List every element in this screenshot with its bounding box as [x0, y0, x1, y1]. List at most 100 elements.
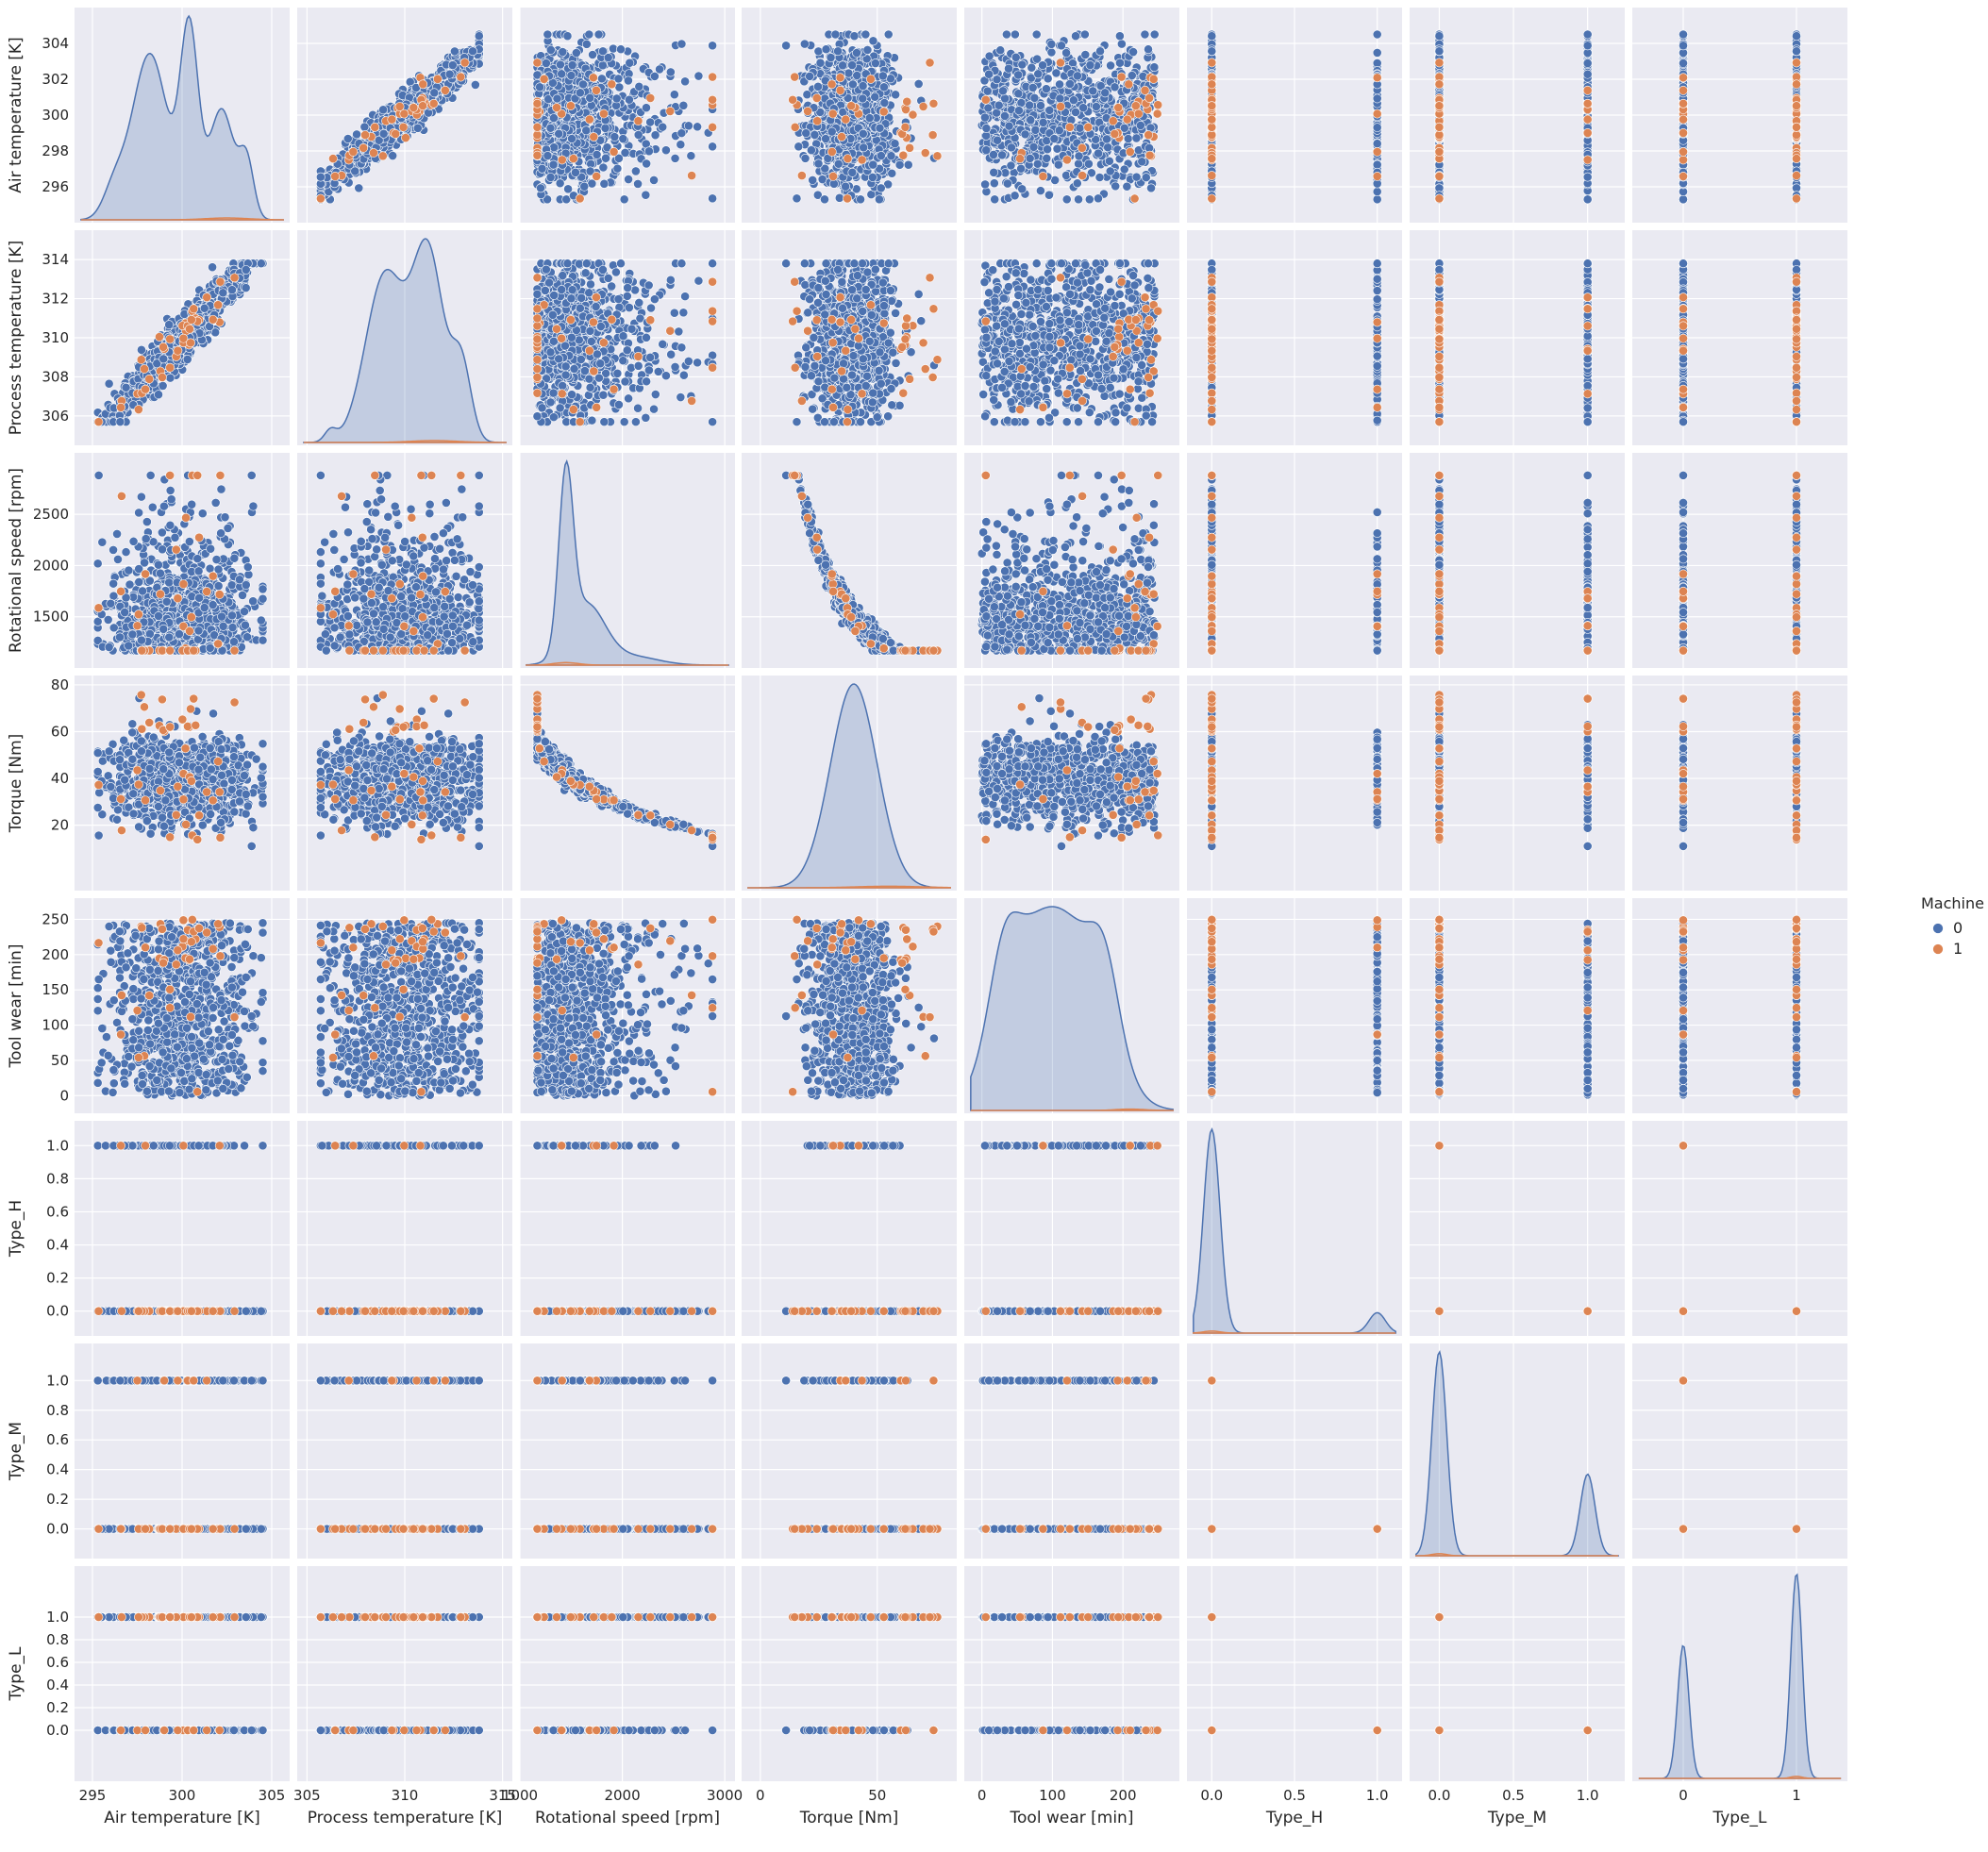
scatter-point	[625, 95, 633, 104]
scatter-point	[1153, 109, 1161, 118]
scatter-point	[1373, 195, 1381, 204]
scatter-point	[842, 115, 850, 124]
scatter-point	[1011, 53, 1020, 61]
scatter-point	[816, 58, 825, 67]
scatter-point	[981, 95, 990, 104]
scatter-point	[687, 152, 695, 160]
scatter-point	[1071, 108, 1079, 116]
scatter-point	[789, 95, 797, 104]
scatter-point	[827, 147, 836, 156]
scatter-point	[1078, 143, 1086, 152]
scatter-point	[460, 58, 469, 67]
scatter-point	[651, 131, 660, 140]
scatter-point	[590, 132, 598, 141]
scatter-point	[359, 143, 368, 152]
scatter-point	[869, 160, 877, 169]
scatter-point	[360, 130, 369, 139]
scatter-point	[858, 156, 866, 164]
scatter-point	[540, 75, 548, 83]
scatter-point	[649, 175, 658, 184]
scatter-point	[1018, 60, 1027, 69]
scatter-point	[827, 127, 836, 136]
scatter-point	[1095, 173, 1104, 181]
scatter-point	[860, 143, 868, 152]
scatter-point	[566, 102, 575, 110]
scatter-point	[1007, 143, 1015, 152]
scatter-point	[546, 45, 555, 54]
scatter-point	[670, 91, 678, 99]
scatter-point	[895, 160, 904, 169]
scatter-point	[634, 117, 643, 125]
scatter-point	[635, 82, 643, 91]
scatter-point	[599, 109, 608, 118]
scatter-point	[1128, 71, 1136, 79]
scatter-point	[1003, 179, 1011, 188]
scatter-point	[1141, 86, 1149, 94]
scatter-point	[661, 146, 670, 155]
scatter-point	[878, 72, 887, 80]
scatter-point	[1111, 182, 1120, 191]
scatter-point	[642, 104, 650, 112]
scatter-point	[1044, 75, 1052, 83]
scatter-point	[1089, 87, 1097, 95]
scatter-point	[1028, 83, 1037, 92]
scatter-point	[1146, 184, 1155, 192]
scatter-point	[709, 194, 717, 203]
scatter-point	[592, 86, 600, 94]
scatter-point	[1026, 154, 1034, 162]
scatter-point	[1011, 30, 1019, 39]
scatter-point	[620, 195, 628, 204]
scatter-point	[1078, 104, 1087, 112]
scatter-point	[608, 80, 616, 89]
scatter-point	[1136, 121, 1144, 129]
scatter-point	[555, 129, 563, 138]
scatter-point	[1111, 129, 1119, 138]
scatter-point	[1144, 93, 1153, 102]
scatter-point	[1047, 48, 1056, 57]
scatter-point	[1144, 130, 1153, 139]
scatter-point	[1050, 134, 1059, 142]
scatter-point	[1027, 63, 1036, 72]
scatter-point	[556, 60, 564, 69]
scatter-point	[1017, 98, 1026, 107]
scatter-point	[836, 74, 844, 82]
scatter-point	[1005, 122, 1013, 130]
scatter-point	[709, 123, 717, 131]
scatter-point	[1030, 93, 1039, 102]
scatter-point	[556, 179, 564, 188]
scatter-point	[536, 83, 544, 92]
scatter-point	[834, 159, 843, 168]
scatter-point	[709, 42, 717, 50]
scatter-point	[418, 102, 426, 110]
scatter-point	[982, 146, 991, 155]
panel-0-4	[964, 8, 1179, 223]
scatter-point	[842, 182, 850, 191]
scatter-point	[886, 75, 894, 83]
scatter-point	[659, 123, 667, 131]
scatter-point	[1373, 188, 1381, 196]
scatter-point	[643, 159, 651, 168]
scatter-point	[983, 87, 992, 95]
scatter-point	[576, 89, 584, 97]
scatter-point	[919, 102, 927, 110]
scatter-point	[598, 47, 607, 56]
scatter-point	[1123, 182, 1131, 191]
scatter-point	[1111, 83, 1119, 92]
scatter-point	[1026, 101, 1034, 109]
scatter-point	[887, 152, 895, 160]
panel-0-1	[297, 8, 512, 223]
scatter-point	[677, 40, 686, 48]
scatter-point	[1062, 195, 1071, 204]
scatter-point	[598, 61, 607, 70]
scatter-point	[378, 106, 387, 114]
scatter-point	[1101, 89, 1110, 97]
scatter-point	[791, 73, 799, 81]
scatter-point	[1039, 172, 1047, 180]
scatter-point	[624, 76, 632, 85]
scatter-point	[546, 124, 555, 132]
scatter-point	[392, 129, 400, 138]
scatter-point	[441, 86, 449, 94]
scatter-point	[533, 58, 542, 67]
